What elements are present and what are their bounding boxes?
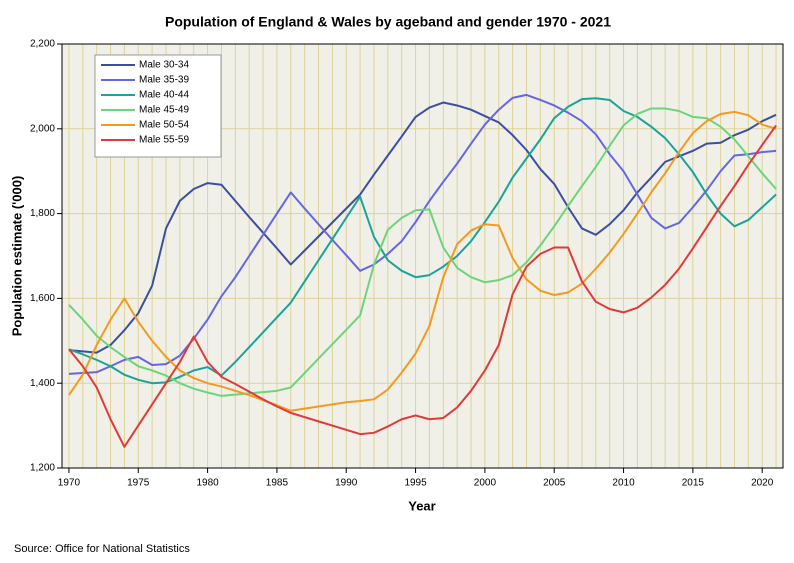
x-tick-label: 1970 [58,478,81,489]
y-tick-label: 2,000 [30,123,55,134]
x-tick-label: 2005 [543,478,566,489]
y-tick-label: 1,800 [30,208,55,219]
series-line [68,107,777,397]
x-tick-label: 2015 [682,478,705,489]
x-tick-label: 2000 [474,478,497,489]
x-tick-label: 1995 [404,478,427,489]
chart-title: Population of England & Wales by ageband… [165,14,611,30]
x-tick-label: 1980 [196,478,219,489]
legend-label: Male 40-44 [139,90,189,101]
x-tick-label: 2010 [612,478,635,489]
source-note: Source: Office for National Statistics [14,543,190,555]
plot-frame [61,43,784,469]
series-line [68,93,777,375]
legend-label: Male 45-49 [139,105,189,116]
series-line [68,101,777,354]
x-tick-label: 2020 [751,478,774,489]
legend-label: Male 35-39 [139,75,189,86]
x-tick-label: 1990 [335,478,358,489]
legend-label: Male 30-34 [139,60,189,71]
x-tick-label: 1985 [266,478,289,489]
legend-label: Male 55-59 [139,135,189,146]
series-line [68,124,777,448]
series-line [68,110,777,412]
y-tick-label: 1,400 [30,378,55,389]
y-tick-label: 1,200 [30,463,55,474]
legend-label: Male 50-54 [139,120,189,131]
legend: Male 30-34 Male 35-39 Male 40-44 Male 45-49… [94,54,222,158]
x-axis-label: Year [408,498,435,513]
y-tick-label: 1,600 [30,293,55,304]
y-axis-label: Population estimate ('000) [9,176,24,337]
x-tick-label: 1975 [127,478,150,489]
y-tick-label: 2,200 [30,39,55,50]
